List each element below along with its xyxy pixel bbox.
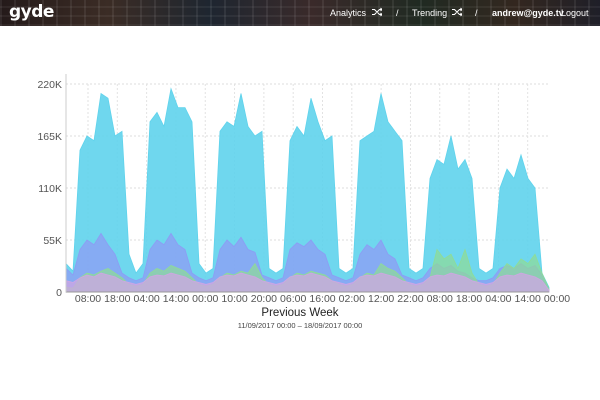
y-tick-label: 0 [56, 287, 62, 299]
shuffle-icon[interactable] [452, 7, 463, 19]
chart-date-range: 11/09/2017 00:00 – 18/09/2017 00:00 [237, 321, 363, 330]
x-tick-label: 20:00 [251, 293, 277, 305]
shuffle-icon[interactable] [372, 7, 383, 19]
area-series-1 [65, 87, 550, 293]
user-account-link[interactable]: andrew@gyde.tv [492, 8, 564, 18]
chart-areas [65, 87, 550, 293]
chart-title: Previous Week [261, 307, 339, 319]
x-tick-label: 14:00 [163, 293, 189, 305]
x-tick-label: 16:00 [309, 293, 335, 305]
x-tick-label: 14:00 [515, 293, 541, 305]
area-series-4 [65, 272, 550, 293]
logout-link[interactable]: Logout [561, 8, 589, 18]
y-tick-label: 55K [43, 235, 62, 247]
nav-analytics-link[interactable]: Analytics [330, 8, 367, 18]
x-tick-label: 00:00 [192, 293, 218, 305]
x-tick-label: 18:00 [456, 293, 482, 305]
y-tick-label: 165K [37, 131, 62, 143]
nav-separator: / [396, 8, 399, 18]
y-tick-label: 110K [38, 183, 62, 195]
x-tick-label: 08:00 [427, 293, 453, 305]
nav-trending-link[interactable]: Trending [412, 8, 448, 18]
x-tick-label: 04:00 [133, 293, 159, 305]
x-tick-label: 08:00 [75, 293, 101, 305]
nav-separator: / [475, 8, 478, 18]
y-tick-label: 220K [37, 79, 62, 91]
x-tick-label: 02:00 [339, 293, 365, 305]
x-tick-label: 06:00 [280, 293, 306, 305]
gyde-logo[interactable]: gyde [9, 2, 54, 22]
x-tick-label: 22:00 [397, 293, 423, 305]
x-tick-label: 12:00 [368, 293, 394, 305]
top-navigation-bar: gyde Analytics / Trending / andrew@gyde.… [0, 0, 600, 26]
x-tick-label: 04:00 [485, 293, 511, 305]
x-tick-label: 18:00 [104, 293, 130, 305]
x-tick-label: 10:00 [221, 293, 247, 305]
x-tick-label: 00:00 [544, 293, 570, 305]
